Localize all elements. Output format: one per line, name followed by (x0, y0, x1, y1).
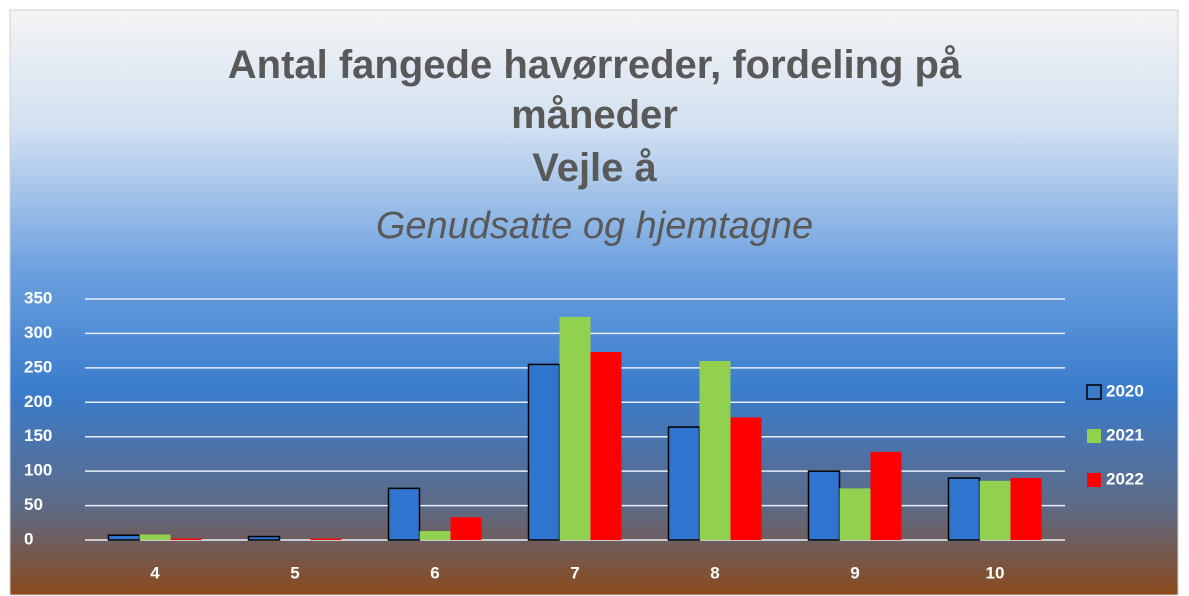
bar (590, 352, 622, 540)
legend-swatch (1087, 473, 1101, 487)
bar (450, 517, 482, 540)
bar (139, 534, 171, 540)
legend-swatch (1087, 429, 1101, 443)
x-tick-label: 8 (710, 563, 719, 582)
y-tick-label: 300 (24, 323, 52, 342)
bar (839, 488, 871, 540)
bar (559, 316, 591, 540)
x-tick-label: 7 (570, 563, 579, 582)
legend-label: 2020 (1106, 381, 1144, 400)
bar (870, 451, 902, 540)
bar (667, 426, 701, 541)
legend-label: 2022 (1106, 469, 1144, 488)
bar (107, 534, 141, 541)
y-tick-label: 0 (24, 529, 33, 548)
bar (527, 363, 561, 541)
bar (387, 487, 421, 541)
x-tick-label: 4 (150, 563, 160, 582)
bar (979, 480, 1011, 540)
bar (807, 470, 841, 541)
chart-title: Antal fangede havørreder, fordeling på m… (227, 43, 962, 137)
y-tick-label: 150 (24, 426, 52, 445)
x-tick-label: 10 (986, 563, 1005, 582)
bar (947, 477, 981, 541)
y-tick-label: 200 (24, 392, 52, 411)
legend-label: 2021 (1106, 425, 1144, 444)
x-tick-label: 6 (430, 563, 439, 582)
legend-swatch (1086, 384, 1102, 400)
bar (699, 360, 731, 540)
y-tick-label: 350 (24, 288, 52, 307)
y-tick-label: 100 (24, 461, 52, 480)
x-tick-label: 5 (290, 563, 299, 582)
bar (730, 417, 762, 540)
y-tick-label: 250 (24, 357, 52, 376)
y-tick-label: 50 (24, 495, 43, 514)
chart-subtitle2: Genudsatte og hjemtagne (375, 205, 814, 247)
bar (170, 538, 202, 540)
titles: Antal fangede havørreder, fordeling på m… (0, 40, 1189, 256)
bar (310, 538, 342, 540)
chart-subtitle: Vejle å (532, 146, 657, 190)
bar (419, 531, 451, 540)
x-tick-label: 9 (850, 563, 859, 582)
bar (247, 535, 281, 541)
bar (1010, 478, 1042, 540)
